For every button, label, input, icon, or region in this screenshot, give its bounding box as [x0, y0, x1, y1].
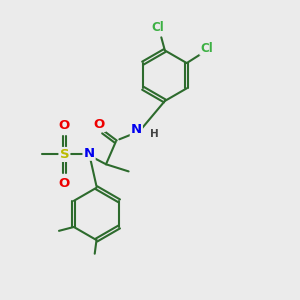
Text: Cl: Cl — [200, 42, 213, 55]
Text: O: O — [94, 118, 105, 131]
Text: S: S — [60, 148, 69, 161]
Text: O: O — [59, 177, 70, 190]
Text: Cl: Cl — [152, 21, 164, 34]
Text: N: N — [83, 147, 94, 160]
Text: O: O — [59, 119, 70, 132]
Text: N: N — [131, 123, 142, 136]
Text: H: H — [150, 129, 158, 139]
